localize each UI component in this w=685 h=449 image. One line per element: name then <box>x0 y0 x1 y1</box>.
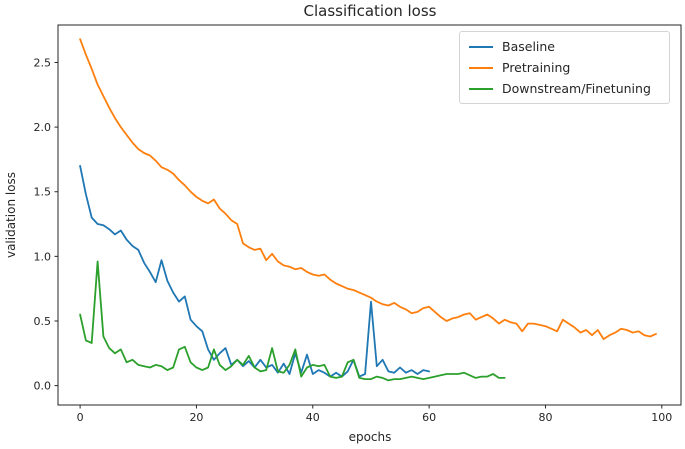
y-tick-label: 2.5 <box>34 56 52 69</box>
axis-ticks: 0 20 40 60 80 100 0.0 0.5 1.0 1.5 2.0 2.5 <box>34 56 673 424</box>
chart-title: Classification loss <box>304 2 437 20</box>
baseline-line-swatch <box>469 45 493 48</box>
x-tick-label: 60 <box>422 411 436 424</box>
series-line-2 <box>79 260 506 382</box>
legend-label-baseline: Baseline <box>502 39 555 54</box>
series-line-1 <box>79 38 657 341</box>
x-tick-label: 100 <box>651 411 672 424</box>
y-tick-label: 1.5 <box>34 186 52 199</box>
y-tick-label: 1.0 <box>34 250 52 263</box>
legend-item-baseline: Baseline <box>469 39 659 54</box>
legend-label-downstream: Downstream/Finetuning <box>502 81 651 96</box>
legend-label-pretraining: Pretraining <box>502 60 571 75</box>
x-tick-label: 0 <box>77 411 84 424</box>
plot-spines <box>57 24 682 406</box>
legend-item-downstream: Downstream/Finetuning <box>469 81 659 96</box>
y-tick-label: 0.0 <box>34 380 52 393</box>
y-axis-label: validation loss <box>4 172 18 258</box>
x-tick-label: 20 <box>189 411 203 424</box>
y-tick-label: 2.0 <box>34 121 52 134</box>
series-line-0 <box>79 164 431 378</box>
plot-area <box>57 24 682 406</box>
downstream-line-swatch <box>469 87 493 90</box>
x-tick-label: 40 <box>306 411 320 424</box>
x-axis-label: epochs <box>349 430 392 444</box>
legend: Baseline Pretraining Downstream/Finetuni… <box>459 31 670 104</box>
legend-item-pretraining: Pretraining <box>469 60 659 75</box>
pretraining-line-swatch <box>469 66 493 69</box>
x-tick-label: 80 <box>538 411 552 424</box>
y-tick-label: 0.5 <box>34 315 52 328</box>
